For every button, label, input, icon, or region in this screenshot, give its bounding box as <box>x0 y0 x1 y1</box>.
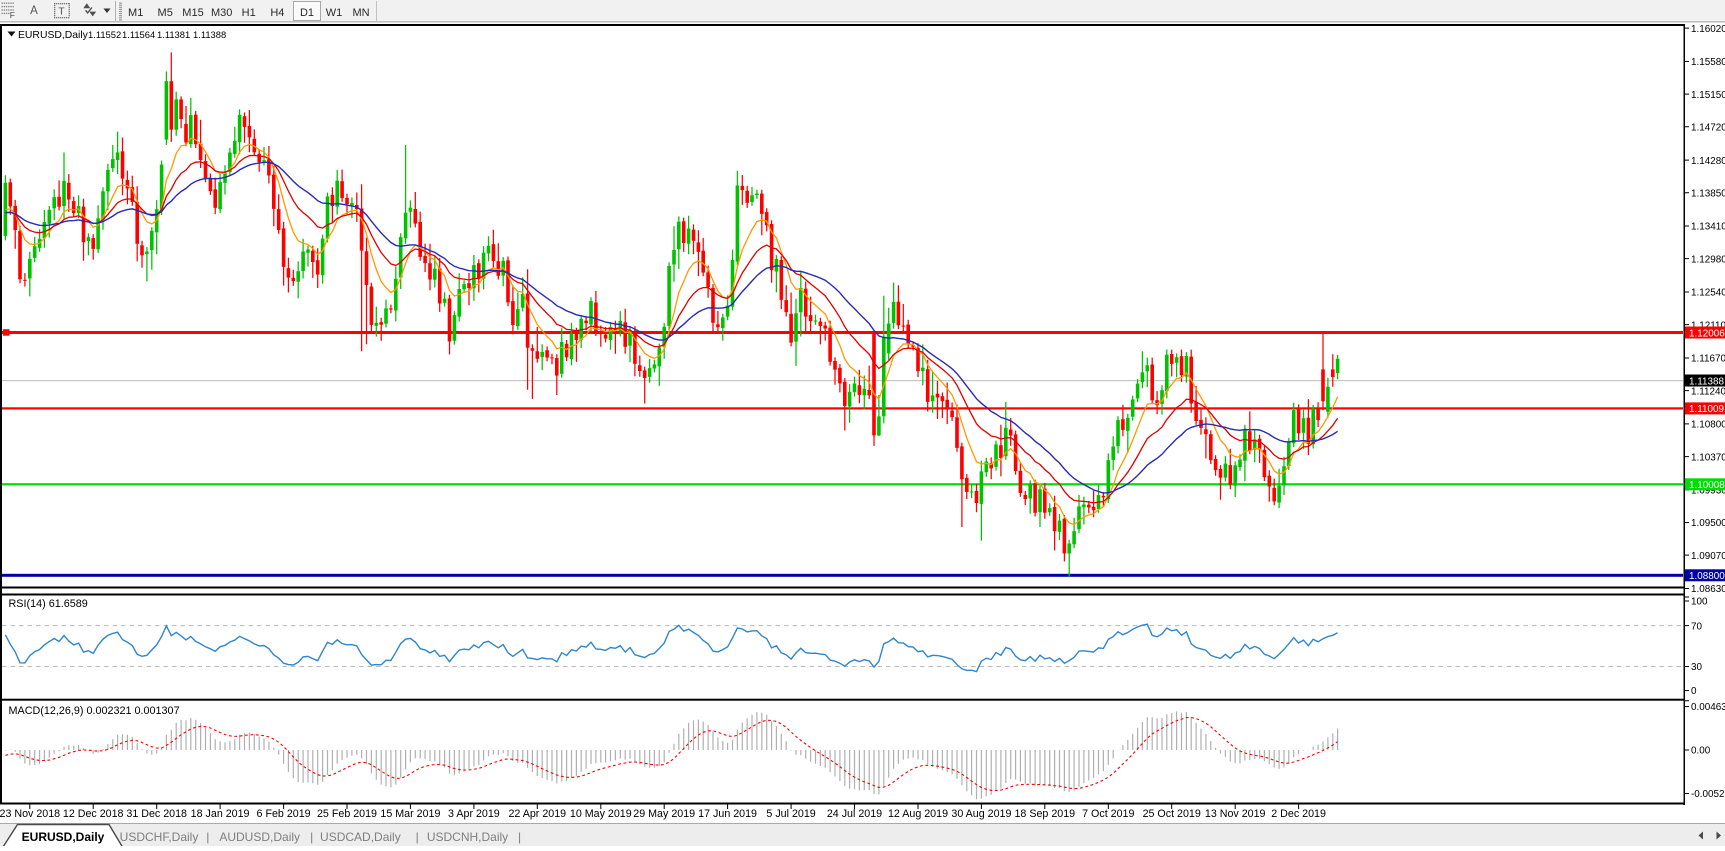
svg-text:17 Jun 2019: 17 Jun 2019 <box>698 808 757 820</box>
svg-text:H1: H1 <box>242 7 256 19</box>
svg-text:1.11670: 1.11670 <box>1691 354 1725 365</box>
svg-text:EURUSD,Daily: EURUSD,Daily <box>22 830 105 844</box>
svg-text:F: F <box>10 10 15 20</box>
svg-text:0.00463: 0.00463 <box>1691 702 1725 713</box>
svg-text:1.15150: 1.15150 <box>1691 90 1725 101</box>
svg-text:|: | <box>206 830 209 844</box>
svg-text:M5: M5 <box>158 7 173 19</box>
svg-text:3 Apr 2019: 3 Apr 2019 <box>448 808 500 820</box>
svg-text:7 Oct 2019: 7 Oct 2019 <box>1082 808 1134 820</box>
svg-text:23 Nov 2018: 23 Nov 2018 <box>0 808 60 820</box>
svg-text:RSI(14) 61.6589: RSI(14) 61.6589 <box>9 598 88 610</box>
svg-text:1.09070: 1.09070 <box>1691 551 1725 562</box>
svg-text:18 Jan 2019: 18 Jan 2019 <box>191 808 250 820</box>
svg-text:10 May 2019: 10 May 2019 <box>570 808 632 820</box>
svg-text:6 Feb 2019: 6 Feb 2019 <box>257 808 311 820</box>
svg-text:70: 70 <box>1691 621 1702 632</box>
svg-text:18 Sep 2019: 18 Sep 2019 <box>1014 808 1075 820</box>
svg-text:22 Apr 2019: 22 Apr 2019 <box>508 808 566 820</box>
svg-text:1.11388: 1.11388 <box>1689 376 1724 387</box>
svg-text:M30: M30 <box>211 7 232 19</box>
svg-text:13 Nov 2019: 13 Nov 2019 <box>1205 808 1266 820</box>
svg-text:29 May 2019: 29 May 2019 <box>633 808 695 820</box>
svg-text:MN: MN <box>352 7 369 19</box>
svg-text:1.12006: 1.12006 <box>1689 328 1725 339</box>
svg-text:1.12980: 1.12980 <box>1691 254 1725 265</box>
svg-text:1.11009: 1.11009 <box>1689 404 1724 415</box>
svg-text:12 Aug 2019: 12 Aug 2019 <box>888 808 948 820</box>
svg-text:|: | <box>518 830 521 844</box>
svg-text:100: 100 <box>1691 597 1708 608</box>
svg-text:-0.005295: -0.005295 <box>1691 789 1725 800</box>
svg-text:1.13410: 1.13410 <box>1691 222 1725 233</box>
svg-text:USDCNH,Daily: USDCNH,Daily <box>427 830 508 844</box>
svg-text:30: 30 <box>1691 662 1702 673</box>
svg-text:1.08630: 1.08630 <box>1691 584 1725 595</box>
svg-text:1.08800: 1.08800 <box>1689 571 1725 582</box>
svg-text:1.14720: 1.14720 <box>1691 122 1725 133</box>
svg-text:0.00: 0.00 <box>1691 746 1711 757</box>
svg-text:25 Oct 2019: 25 Oct 2019 <box>1143 808 1201 820</box>
svg-text:H4: H4 <box>270 7 284 19</box>
svg-text:0: 0 <box>1691 686 1697 697</box>
svg-text:USDCAD,Daily: USDCAD,Daily <box>320 830 401 844</box>
svg-text:1.11381: 1.11381 <box>157 29 190 40</box>
svg-text:USDCHF,Daily: USDCHF,Daily <box>120 830 199 844</box>
svg-text:1.09930: 1.09930 <box>1691 486 1725 497</box>
svg-text:5 Jul 2019: 5 Jul 2019 <box>766 808 815 820</box>
svg-text:AUDUSD,Daily: AUDUSD,Daily <box>219 830 300 844</box>
svg-text:EURUSD,Daily: EURUSD,Daily <box>18 30 89 41</box>
svg-text:1.09500: 1.09500 <box>1691 518 1725 529</box>
svg-text:M15: M15 <box>182 7 203 19</box>
svg-text:|: | <box>416 830 419 844</box>
svg-text:M1: M1 <box>128 7 143 19</box>
svg-text:12 Dec 2018: 12 Dec 2018 <box>63 808 124 820</box>
svg-text:31 Dec 2018: 31 Dec 2018 <box>126 808 187 820</box>
svg-text:D1: D1 <box>300 7 314 19</box>
svg-text:1.15580: 1.15580 <box>1691 57 1725 68</box>
svg-text:25 Feb 2019: 25 Feb 2019 <box>317 808 377 820</box>
svg-text:1.16020: 1.16020 <box>1691 24 1725 35</box>
svg-text:1.11552: 1.11552 <box>88 29 121 40</box>
svg-text:1.12540: 1.12540 <box>1691 288 1725 299</box>
svg-text:1.10008: 1.10008 <box>1689 480 1725 491</box>
svg-text:1.11388: 1.11388 <box>193 29 226 40</box>
svg-text:1.10800: 1.10800 <box>1691 420 1725 431</box>
svg-text:1.12110: 1.12110 <box>1691 320 1725 331</box>
svg-text:30 Aug 2019: 30 Aug 2019 <box>951 808 1011 820</box>
svg-text:1.10370: 1.10370 <box>1691 452 1725 463</box>
svg-text:1.11564: 1.11564 <box>122 29 155 40</box>
svg-text:2 Dec 2019: 2 Dec 2019 <box>1271 808 1326 820</box>
svg-text:A: A <box>30 5 38 17</box>
svg-text:|: | <box>310 830 313 844</box>
svg-text:W1: W1 <box>326 7 343 19</box>
svg-text:15 Mar 2019: 15 Mar 2019 <box>380 808 440 820</box>
svg-text:MACD(12,26,9) 0.002321 0.00130: MACD(12,26,9) 0.002321 0.001307 <box>9 705 180 717</box>
svg-text:T: T <box>58 6 65 18</box>
svg-text:1.14280: 1.14280 <box>1691 156 1725 167</box>
svg-text:1.13850: 1.13850 <box>1691 188 1725 199</box>
svg-text:24 Jul 2019: 24 Jul 2019 <box>827 808 882 820</box>
svg-text:1.11240: 1.11240 <box>1691 386 1725 397</box>
